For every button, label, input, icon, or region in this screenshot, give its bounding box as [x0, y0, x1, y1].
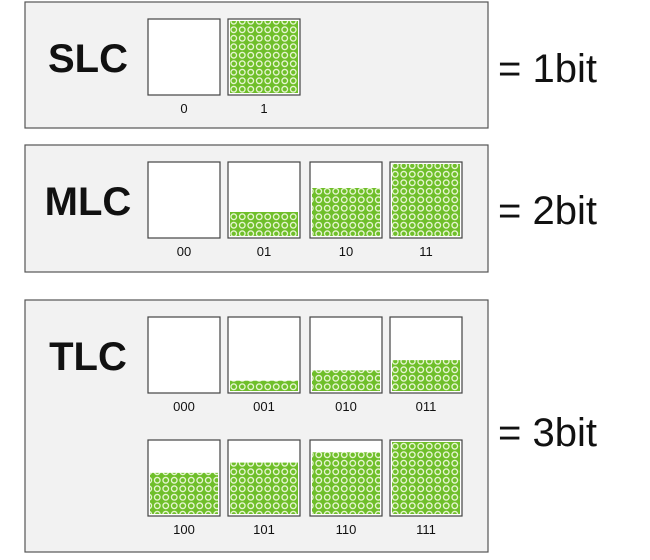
charge-fill	[150, 472, 218, 514]
cell-label: 110	[336, 522, 357, 537]
cell-label: 1	[260, 101, 267, 116]
cell-label: 100	[173, 522, 195, 537]
cell	[227, 316, 301, 394]
cell-label: 10	[339, 244, 353, 259]
charge-fill	[312, 452, 380, 514]
charge-fill	[230, 212, 298, 236]
charge-fill	[230, 380, 298, 391]
result-label: = 3bit	[498, 411, 597, 455]
panel-label: SLC	[48, 37, 128, 81]
cell-label: 01	[257, 244, 271, 259]
charge-fill	[312, 370, 380, 391]
result-label: = 2bit	[498, 189, 597, 233]
panel-label: TLC	[49, 335, 127, 379]
cell	[147, 18, 221, 96]
cell-label: 00	[177, 244, 191, 259]
result-label: = 1bit	[498, 47, 597, 91]
cell-label: 111	[416, 522, 436, 537]
cell-label: 101	[253, 522, 275, 537]
cell	[147, 161, 221, 239]
cell-label: 11	[419, 244, 433, 259]
charge-fill	[392, 442, 460, 514]
cell-label: 000	[173, 399, 195, 414]
cell-label: 0	[180, 101, 187, 116]
cell	[147, 316, 221, 394]
charge-fill	[392, 164, 460, 236]
charge-fill	[230, 462, 298, 514]
charge-fill	[392, 360, 460, 391]
charge-fill	[230, 21, 298, 93]
panel-label: MLC	[45, 180, 132, 224]
cell-label: 001	[253, 399, 275, 414]
charge-fill	[312, 188, 380, 236]
cell-label: 010	[335, 399, 357, 414]
cell-label: 011	[416, 399, 437, 414]
